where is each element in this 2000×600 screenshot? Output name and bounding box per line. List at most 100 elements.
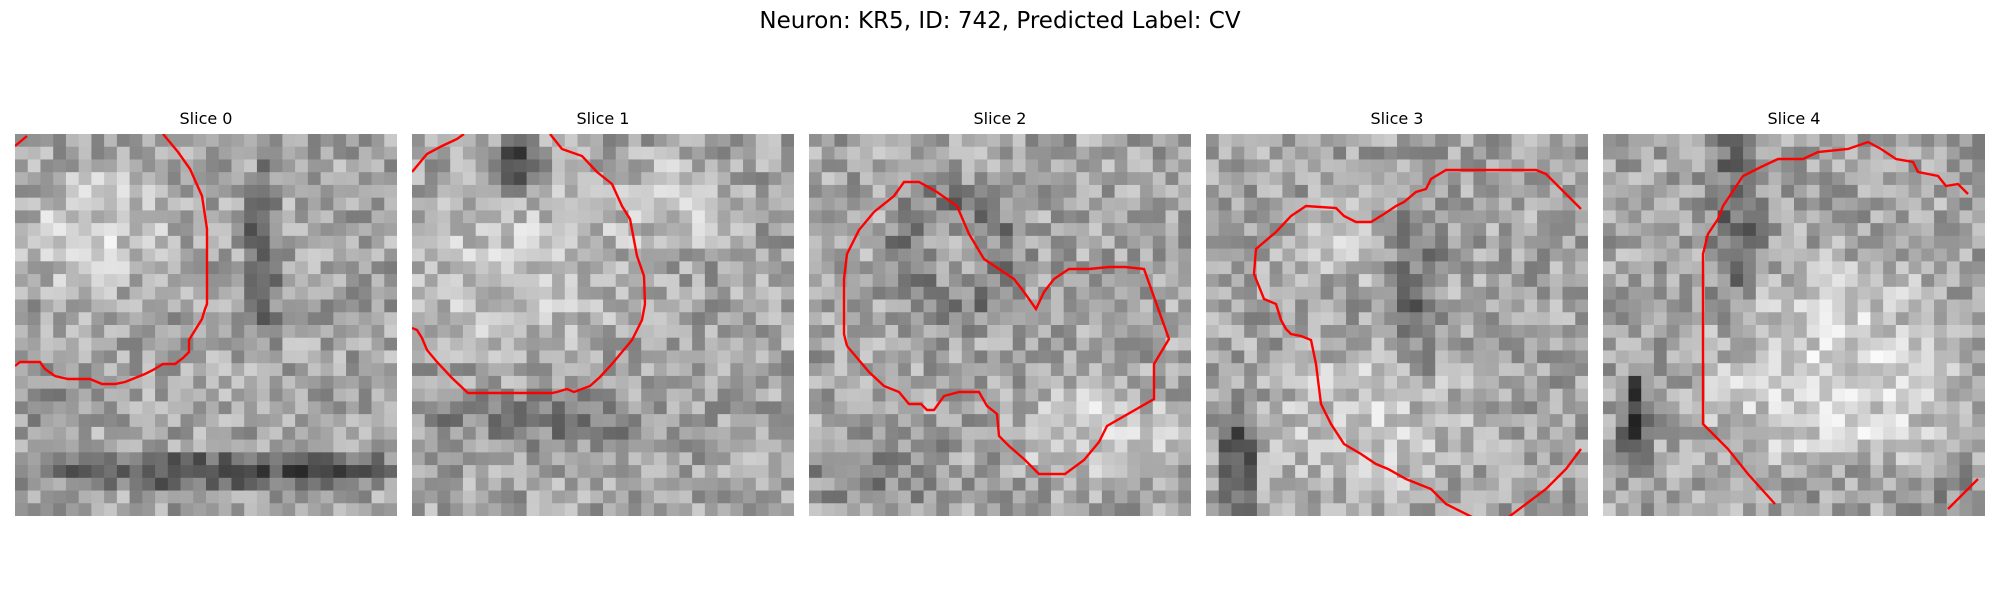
pixel [371,414,385,428]
pixel [1883,286,1897,301]
pixel [755,414,770,428]
pixel [1076,465,1090,479]
pixel [1768,146,1782,161]
pixel [91,197,105,211]
pixel [809,363,823,377]
pixel [53,248,67,262]
pixel [501,223,515,237]
pixel [1307,184,1322,199]
pixel [641,350,655,364]
pixel [1921,159,1935,173]
pixel [949,350,963,364]
pixel [1832,325,1846,339]
pixel [1422,426,1436,441]
pixel [1498,490,1513,504]
pixel [1794,388,1808,402]
pixel [1422,503,1436,516]
pixel [142,503,156,516]
pixel [1038,477,1052,492]
pixel [1781,261,1795,275]
pixel [155,439,169,453]
pixel [1025,375,1039,390]
pixel [577,223,591,237]
pixel [1537,465,1551,479]
pixel [1498,465,1513,479]
pixel [358,312,373,326]
pixel [1562,439,1576,453]
pixel [1628,503,1642,516]
pixel [539,439,553,453]
pixel [78,426,92,441]
pixel [1562,388,1576,402]
pixel [1218,426,1233,441]
pixel [821,248,836,262]
pixel [1101,388,1116,402]
pixel [1806,248,1821,262]
pixel [679,465,693,479]
pixel [231,401,245,415]
pixel [1206,503,1220,516]
pixel [1178,414,1191,428]
pixel [346,388,360,402]
pixel [679,210,693,224]
pixel [692,312,706,326]
pixel [628,350,642,364]
pixel [1422,350,1436,364]
pixel [1089,172,1103,186]
pixel [539,172,553,186]
pixel [1384,375,1398,390]
pixel [1244,490,1258,504]
pixel [488,490,502,504]
pixel [1653,134,1668,148]
pixel [1562,375,1576,390]
pixel [577,337,591,352]
pixel [1076,503,1090,516]
pixel [552,503,566,516]
pixel [821,490,836,504]
pixel [666,375,680,390]
pixel [755,197,770,211]
pixel [462,159,477,173]
pixel [885,452,899,466]
pixel [462,414,477,428]
pixel [1256,299,1271,313]
pixel [1358,184,1373,199]
pixel [1653,363,1668,377]
pixel [282,274,296,288]
pixel [424,375,439,390]
pixel [475,465,489,479]
pixel [1269,452,1283,466]
pixel [218,477,233,492]
pixel [603,286,617,301]
pixel [923,388,937,402]
pixel [1575,159,1588,173]
pixel [1844,465,1859,479]
pixel [1615,426,1630,441]
pixel [1755,490,1770,504]
pixel [564,197,579,211]
pixel [1218,337,1233,352]
pixel [53,159,67,173]
pixel [1653,210,1668,224]
pixel [1127,350,1141,364]
pixel [1371,299,1385,313]
pixel [615,439,630,453]
pixel [231,261,245,275]
pixel [218,401,233,415]
pixel [462,503,477,516]
pixel [91,261,105,275]
pixel [1857,503,1871,516]
pixel [1152,261,1167,275]
pixel [1934,146,1948,161]
pixel [1114,465,1128,479]
pixel [1692,184,1706,199]
pixel [78,210,92,224]
pixel [526,312,540,326]
pixel [1498,197,1513,211]
pixel [1549,452,1564,466]
pixel [961,299,976,313]
pixel [743,210,757,224]
pixel [155,261,169,275]
pixel [704,223,719,237]
pixel [1231,490,1245,504]
